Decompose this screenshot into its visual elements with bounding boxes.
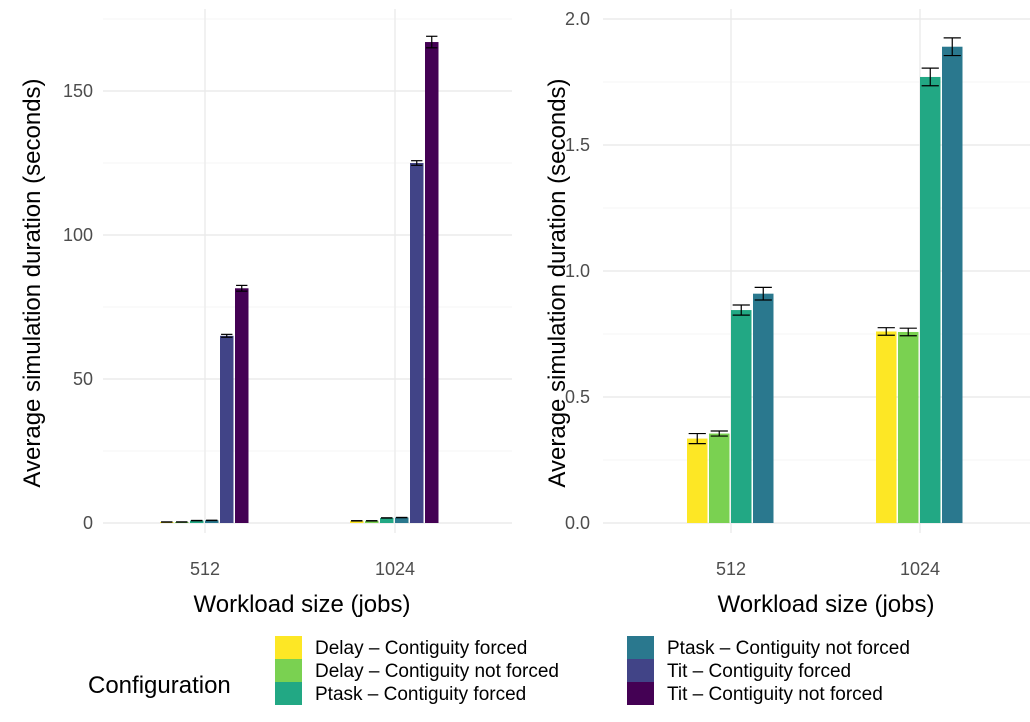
left-x-axis-title: Workload size (jobs) <box>194 591 411 618</box>
x-tick-label: 1024 <box>900 559 940 579</box>
bar <box>731 310 752 523</box>
legend-label: Delay – Contiguity not forced <box>315 661 559 682</box>
bar <box>753 293 774 523</box>
legend-item: Delay – Contiguity forced <box>275 636 527 659</box>
right-panel: 0.0 0.5 1.0 1.5 2.0 512 1024 Workload size (j… <box>544 9 1030 618</box>
legend-swatch <box>275 682 302 705</box>
right-y-ticks: 0.0 0.5 1.0 1.5 2.0 <box>565 9 590 533</box>
left-y-ticks: 0 50 100 150 <box>63 81 93 533</box>
bar <box>898 331 919 523</box>
bar <box>920 76 941 524</box>
legend-title: Configuration <box>88 672 231 699</box>
bar <box>709 433 730 523</box>
bar <box>205 520 219 523</box>
left-gridlines <box>103 9 512 533</box>
y-tick-label: 0.5 <box>565 387 590 407</box>
left-x-ticks: 512 1024 <box>190 559 415 579</box>
left-y-axis-title: Average simulation duration (seconds) <box>19 78 46 487</box>
legend-item: Ptask – Contiguity not forced <box>627 636 910 659</box>
y-tick-label: 100 <box>63 225 93 245</box>
y-tick-label: 2.0 <box>565 9 590 29</box>
legend-label: Tit – Contiguity forced <box>667 661 851 682</box>
legend-swatch <box>627 659 654 682</box>
legend-label: Tit – Contiguity not forced <box>667 684 883 705</box>
right-bars <box>687 46 963 524</box>
bar <box>395 517 409 523</box>
y-tick-label: 0.0 <box>565 513 590 533</box>
bar <box>425 42 439 523</box>
legend-swatch <box>627 682 654 705</box>
legend-label: Ptask – Contiguity not forced <box>667 638 910 659</box>
right-x-ticks: 512 1024 <box>716 559 940 579</box>
y-tick-label: 150 <box>63 81 93 101</box>
legend-swatch <box>275 636 302 659</box>
x-tick-label: 1024 <box>375 559 415 579</box>
right-error-bars <box>688 37 961 445</box>
legend-label: Delay – Contiguity forced <box>315 638 527 659</box>
y-tick-label: 50 <box>73 369 93 389</box>
bar <box>380 517 394 523</box>
left-bars <box>160 42 439 523</box>
legend-swatch <box>627 636 654 659</box>
legend-swatch <box>275 659 302 682</box>
bar <box>876 331 897 523</box>
y-tick-label: 1.0 <box>565 261 590 281</box>
x-tick-label: 512 <box>190 559 220 579</box>
x-tick-label: 512 <box>716 559 746 579</box>
legend: Configuration Delay – Contiguity forcedD… <box>88 636 910 705</box>
legend-item: Tit – Contiguity not forced <box>627 682 883 705</box>
bar <box>235 288 249 523</box>
bar <box>220 335 234 523</box>
legend-item: Ptask – Contiguity forced <box>275 682 526 705</box>
right-x-axis-title: Workload size (jobs) <box>718 591 935 618</box>
left-panel: 0 50 100 150 512 1024 Workload size (jobs) A… <box>19 9 512 618</box>
y-tick-label: 0 <box>83 513 93 533</box>
legend-item: Tit – Contiguity forced <box>627 659 851 682</box>
bar <box>410 163 424 523</box>
right-gridlines <box>603 9 1030 533</box>
bar <box>190 520 204 523</box>
legend-label: Ptask – Contiguity forced <box>315 684 526 705</box>
y-tick-label: 1.5 <box>565 135 590 155</box>
bar <box>942 46 963 523</box>
bar <box>365 520 379 523</box>
right-y-axis-title: Average simulation duration (seconds) <box>544 78 571 487</box>
legend-item: Delay – Contiguity not forced <box>275 659 559 682</box>
bar <box>687 438 708 523</box>
left-error-bars <box>161 35 438 523</box>
bar <box>350 520 364 523</box>
